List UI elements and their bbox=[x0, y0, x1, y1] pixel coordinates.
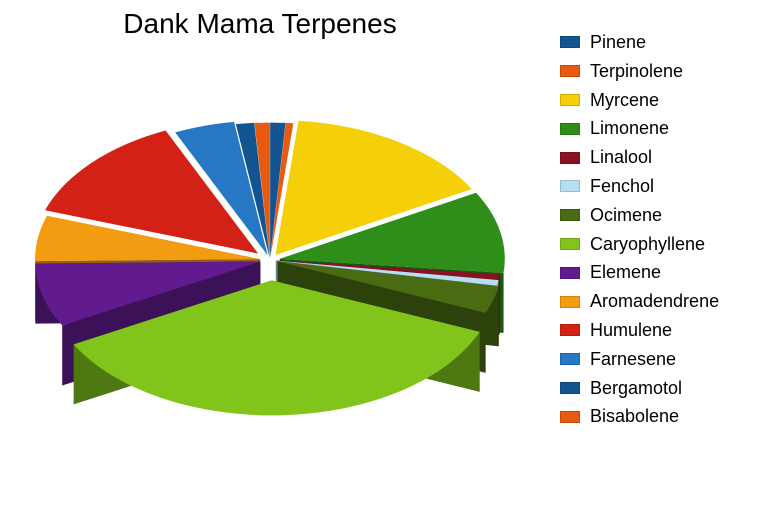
legend-swatch bbox=[560, 411, 580, 423]
legend-label: Aromadendrene bbox=[590, 287, 719, 316]
pie-svg bbox=[10, 50, 530, 480]
legend-item: Caryophyllene bbox=[560, 230, 770, 259]
legend-label: Terpinolene bbox=[590, 57, 683, 86]
legend-item: Bergamotol bbox=[560, 374, 770, 403]
legend-swatch bbox=[560, 123, 580, 135]
chart-title: Dank Mama Terpenes bbox=[0, 8, 520, 40]
legend-item: Aromadendrene bbox=[560, 287, 770, 316]
legend-swatch bbox=[560, 180, 580, 192]
legend-item: Farnesene bbox=[560, 345, 770, 374]
legend-item: Elemene bbox=[560, 258, 770, 287]
legend-swatch bbox=[560, 209, 580, 221]
legend-swatch bbox=[560, 296, 580, 308]
legend: PineneTerpinoleneMyrceneLimoneneLinalool… bbox=[560, 28, 770, 431]
legend-swatch bbox=[560, 65, 580, 77]
legend-item: Pinene bbox=[560, 28, 770, 57]
legend-item: Humulene bbox=[560, 316, 770, 345]
legend-item: Bisabolene bbox=[560, 402, 770, 431]
legend-label: Myrcene bbox=[590, 86, 659, 115]
legend-item: Myrcene bbox=[560, 86, 770, 115]
legend-item: Fenchol bbox=[560, 172, 770, 201]
legend-label: Caryophyllene bbox=[590, 230, 705, 259]
legend-swatch bbox=[560, 382, 580, 394]
legend-item: Terpinolene bbox=[560, 57, 770, 86]
legend-swatch bbox=[560, 324, 580, 336]
legend-swatch bbox=[560, 94, 580, 106]
legend-item: Limonene bbox=[560, 114, 770, 143]
legend-item: Ocimene bbox=[560, 201, 770, 230]
pie-area bbox=[10, 50, 530, 480]
legend-swatch bbox=[560, 238, 580, 250]
legend-label: Limonene bbox=[590, 114, 669, 143]
chart-container: Dank Mama Terpenes PineneTerpinoleneMyrc… bbox=[0, 0, 770, 512]
legend-label: Fenchol bbox=[590, 172, 654, 201]
legend-label: Elemene bbox=[590, 258, 661, 287]
legend-label: Bisabolene bbox=[590, 402, 679, 431]
legend-label: Linalool bbox=[590, 143, 652, 172]
legend-label: Bergamotol bbox=[590, 374, 682, 403]
legend-swatch bbox=[560, 152, 580, 164]
legend-item: Linalool bbox=[560, 143, 770, 172]
legend-label: Ocimene bbox=[590, 201, 662, 230]
legend-label: Farnesene bbox=[590, 345, 676, 374]
legend-label: Humulene bbox=[590, 316, 672, 345]
legend-swatch bbox=[560, 267, 580, 279]
legend-label: Pinene bbox=[590, 28, 646, 57]
legend-swatch bbox=[560, 353, 580, 365]
legend-swatch bbox=[560, 36, 580, 48]
